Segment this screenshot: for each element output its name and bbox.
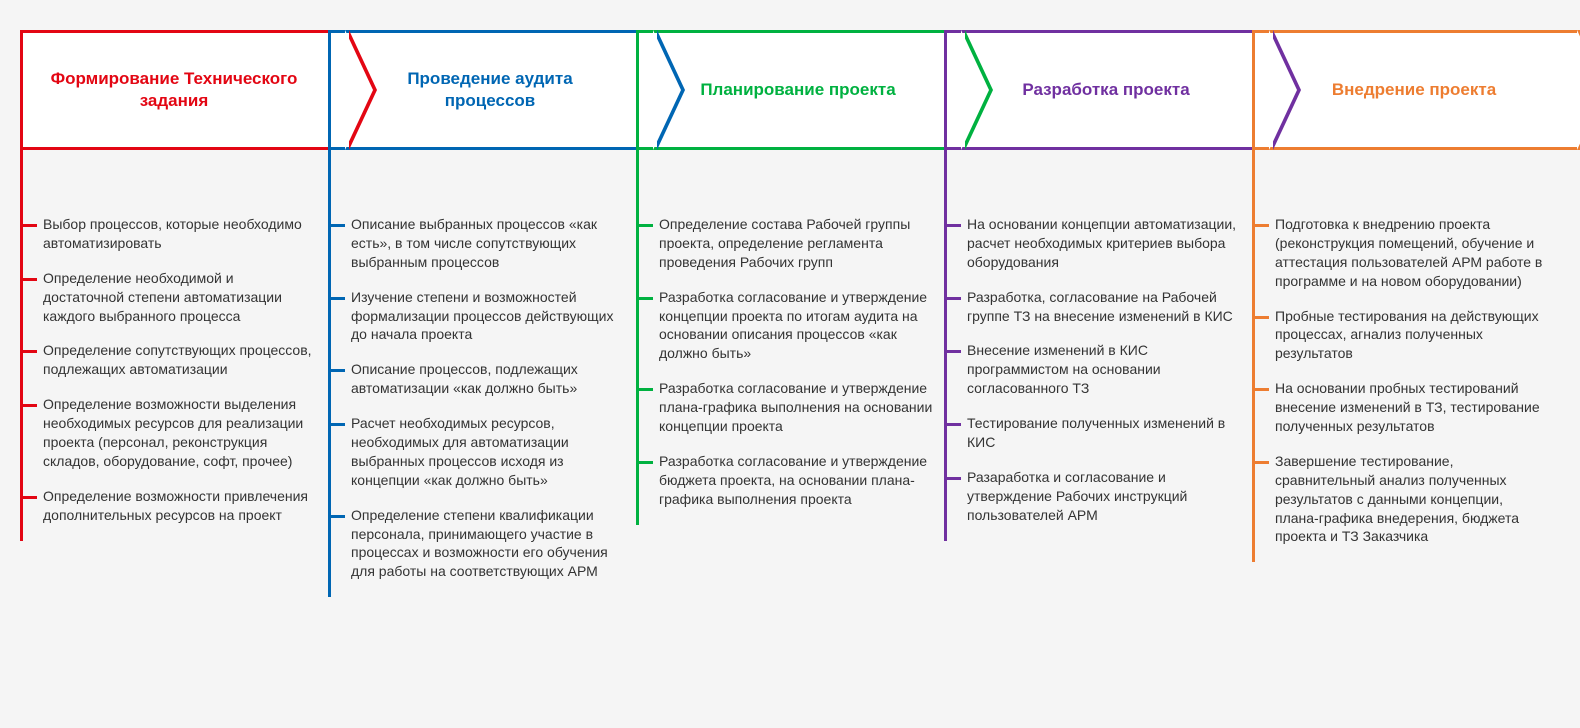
stage-item: На основании пробных тестирований внесен… — [1255, 379, 1550, 452]
stage-title: Разработка проекта — [1022, 79, 1189, 101]
stage-item: На основании концепции автоматизации, ра… — [947, 215, 1242, 288]
stage-item: Описание процессов, подлежащих автоматиз… — [331, 360, 626, 414]
stage-item: Определение сопутствующих процессов, под… — [23, 341, 318, 395]
stage-header: Внедрение проекта — [1252, 30, 1580, 150]
stage-header: Формирование Технического задания — [20, 30, 348, 150]
stage-item: Расчет необходимых ресурсов, необходимых… — [331, 414, 626, 506]
stage-item: Разработка согласование и утверждение бю… — [639, 452, 934, 525]
stage-items: Определение состава Рабочей группы проек… — [636, 190, 944, 525]
stage-item: Подготовка к внедрению проекта (реконстр… — [1255, 215, 1550, 307]
stage-item: Внесение изменений в КИС программистом н… — [947, 341, 1242, 414]
stage-items: На основании концепции автоматизации, ра… — [944, 190, 1252, 541]
stage-item: Определение степени квалификации персона… — [331, 506, 626, 598]
stage-connector — [944, 150, 1252, 190]
stage-item: Разработка согласование и утверждение пл… — [639, 379, 934, 452]
stage-1: Формирование Технического задания Выбор п… — [20, 30, 328, 541]
stage-items: Выбор процессов, которые необходимо авто… — [20, 190, 328, 541]
stage-item: Выбор процессов, которые необходимо авто… — [23, 215, 318, 269]
stage-items: Подготовка к внедрению проекта (реконстр… — [1252, 190, 1560, 562]
stage-item: Определение возможности выделения необхо… — [23, 395, 318, 487]
stage-title: Планирование проекта — [700, 79, 895, 101]
stage-item: Разработка согласование и утверждение ко… — [639, 288, 934, 380]
stage-item: Завершение тестирование, сравнительный а… — [1255, 452, 1550, 562]
stage-item: Тестирование полученных изменений в КИС — [947, 414, 1242, 468]
stage-header: Проведение аудита процессов — [328, 30, 656, 150]
stage-header: Планирование проекта — [636, 30, 964, 150]
stage-header: Разработка проекта — [944, 30, 1272, 150]
stage-title: Проведение аудита процессов — [367, 68, 613, 112]
stage-item: Определение возможности привлечения допо… — [23, 487, 318, 541]
stage-title: Внедрение проекта — [1332, 79, 1496, 101]
stage-connector — [328, 150, 636, 190]
stage-connector — [636, 150, 944, 190]
stage-item: Изучение степени и возможностей формализ… — [331, 288, 626, 361]
stage-title: Формирование Технического задания — [43, 68, 305, 112]
stage-item: Разработка, согласование на Рабочей груп… — [947, 288, 1242, 342]
stage-item: Разаработка и согласование и утверждение… — [947, 468, 1242, 541]
stage-item: Пробные тестирования на действующих проц… — [1255, 307, 1550, 380]
stage-connector — [20, 150, 328, 190]
stage-item: Определение необходимой и достаточной ст… — [23, 269, 318, 342]
process-flow: Формирование Технического задания Выбор п… — [20, 30, 1560, 597]
stage-item: Определение состава Рабочей группы проек… — [639, 215, 934, 288]
stage-connector — [1252, 150, 1560, 190]
stage-item: Описание выбранных процессов «как есть»,… — [331, 215, 626, 288]
stage-items: Описание выбранных процессов «как есть»,… — [328, 190, 636, 597]
